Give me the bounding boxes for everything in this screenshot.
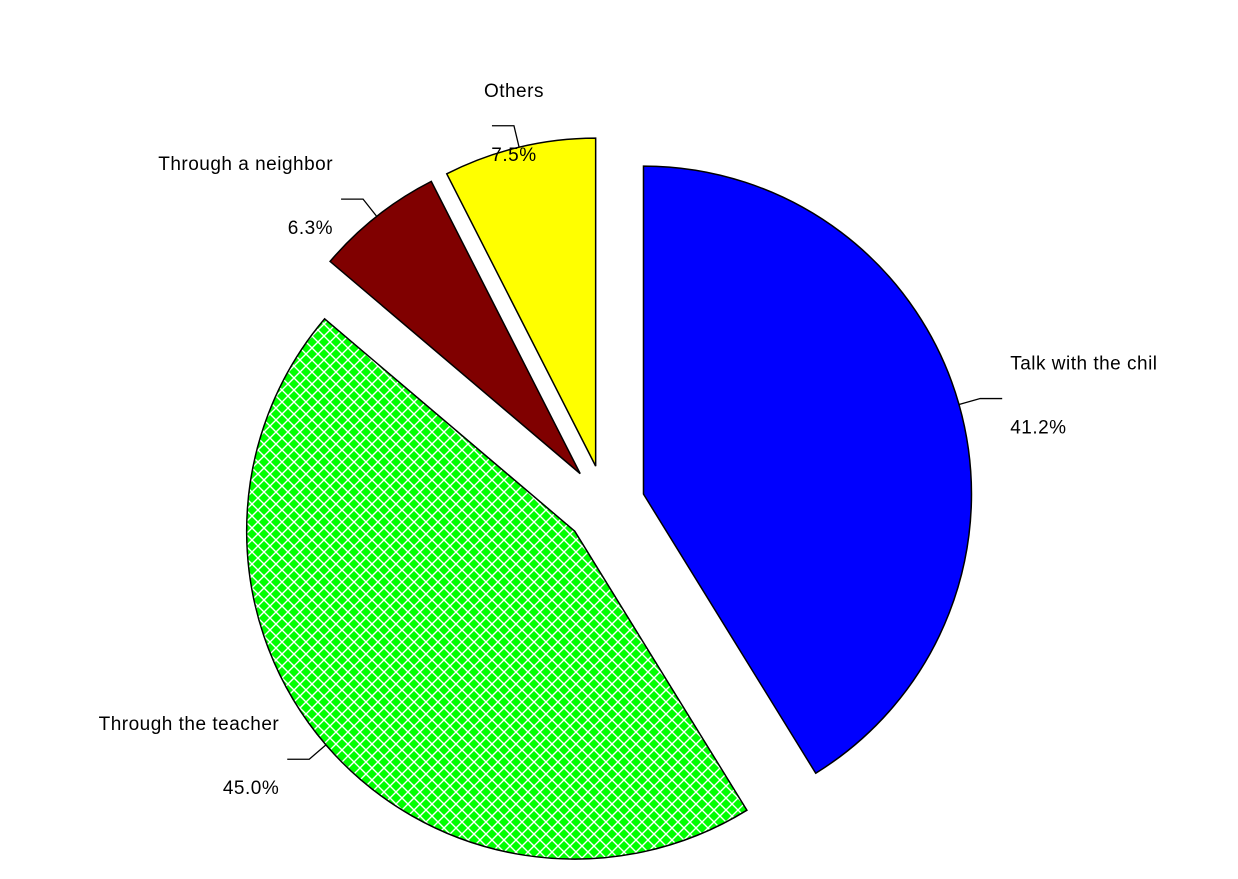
pie-slice: [445, 137, 597, 467]
leader-line: [341, 198, 378, 217]
slice-label: Others: [484, 81, 544, 102]
slice-value-label: 6.3%: [288, 218, 333, 239]
leader-line: [958, 397, 1003, 406]
slice-label: Talk with the chil: [1010, 354, 1157, 375]
slice-value-label: 41.2%: [1010, 418, 1066, 439]
leader-line: [491, 125, 520, 148]
pie-slice: [642, 165, 973, 775]
slice-value-label: 7.5%: [491, 145, 536, 166]
pie-slice: [329, 180, 581, 475]
slice-value-label: 45.0%: [223, 778, 279, 799]
slice-label: Through a neighbor: [158, 154, 333, 175]
slice-label: Through the teacher: [99, 714, 280, 735]
leader-line: [287, 744, 327, 760]
